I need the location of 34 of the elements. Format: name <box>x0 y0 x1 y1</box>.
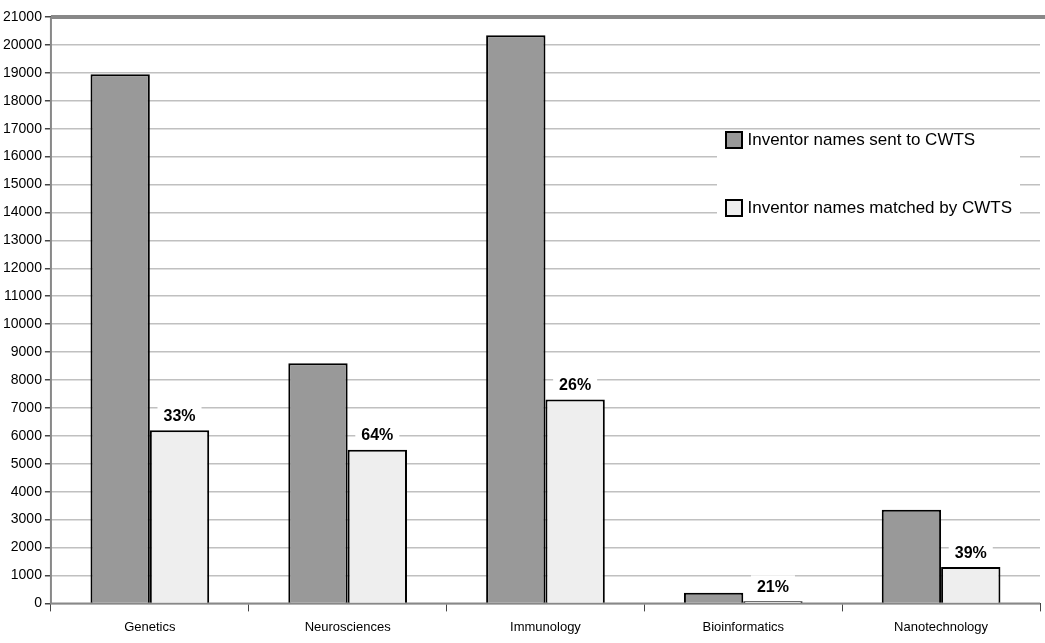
legend-label: Inventor names matched by CWTS <box>747 198 1012 218</box>
annotation: 64% <box>361 426 394 444</box>
y-tick-label: 4000 <box>10 482 43 499</box>
x-tick-label: Bioinformatics <box>702 618 785 634</box>
annotation: 39% <box>954 543 987 561</box>
annotation: 26% <box>559 375 592 393</box>
y-tick-label: 11000 <box>4 287 43 304</box>
y-tick-label: 3000 <box>10 510 43 527</box>
y-tick-label: 9000 <box>10 342 43 359</box>
annotation: 33% <box>163 406 196 424</box>
y-tick-label: 21000 <box>2 7 43 24</box>
x-tick-label: Neurosciences <box>304 618 392 634</box>
y-tick-label: 6000 <box>10 426 43 443</box>
x-tick-label: Nanotechnology <box>894 618 989 634</box>
y-tick-label: 8000 <box>10 370 43 387</box>
legend-label: Inventor names sent to CWTS <box>747 130 976 150</box>
annotation: 21% <box>756 577 789 595</box>
y-tick-label: 18000 <box>2 91 43 108</box>
y-tick-label: 12000 <box>2 259 43 276</box>
y-tick-label: 13000 <box>2 231 43 248</box>
y-tick-label: 16000 <box>2 147 43 164</box>
y-tick-label: 14000 <box>2 203 43 220</box>
y-tick-label: 15000 <box>2 175 43 192</box>
y-tick-label: 0 <box>34 594 43 611</box>
y-tick-label: 7000 <box>10 398 43 415</box>
y-tick-label: 2000 <box>10 538 43 555</box>
y-tick-label: 19000 <box>2 63 43 80</box>
y-tick-label: 10000 <box>2 315 43 332</box>
y-tick-label: 17000 <box>2 119 43 136</box>
y-tick-label: 20000 <box>2 35 43 52</box>
x-tick-label: Immunology <box>510 618 582 634</box>
y-tick-label: 1000 <box>10 566 43 583</box>
x-tick-label: Genetics <box>124 618 176 634</box>
y-tick-label: 5000 <box>10 454 43 471</box>
